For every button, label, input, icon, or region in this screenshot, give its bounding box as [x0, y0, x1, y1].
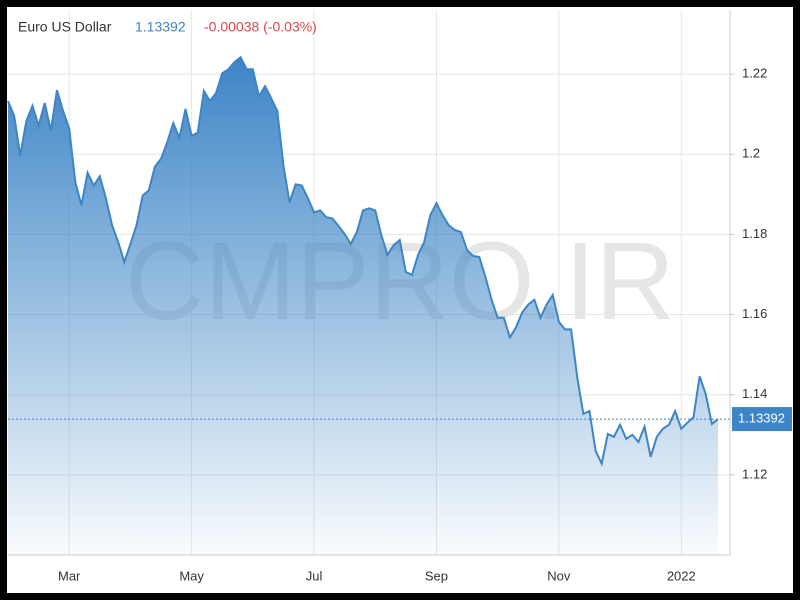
y-tick-label: 1.16	[742, 306, 767, 321]
x-tick-label: 2022	[667, 568, 696, 583]
y-tick-label: 1.2	[742, 146, 760, 161]
price-change: -0.00038 (-0.03%)	[204, 19, 317, 35]
x-tick-label: May	[179, 568, 204, 583]
y-tick-label: 1.22	[742, 66, 767, 81]
last-value-label: 1.13392	[738, 411, 785, 426]
y-tick-label: 1.18	[742, 226, 767, 241]
x-tick-label: Nov	[547, 568, 571, 583]
x-tick-label: Sep	[425, 568, 448, 583]
last-price: 1.13392	[135, 19, 186, 35]
y-tick-label: 1.12	[742, 466, 767, 481]
line	[7, 55, 719, 467]
chart-title: Euro US Dollar	[18, 19, 112, 35]
y-tick-label: 1.14	[742, 386, 767, 401]
x-tick-label: Jul	[306, 568, 323, 583]
x-tick-label: Mar	[58, 568, 81, 583]
area	[8, 57, 718, 555]
last-value-badge	[732, 407, 792, 432]
